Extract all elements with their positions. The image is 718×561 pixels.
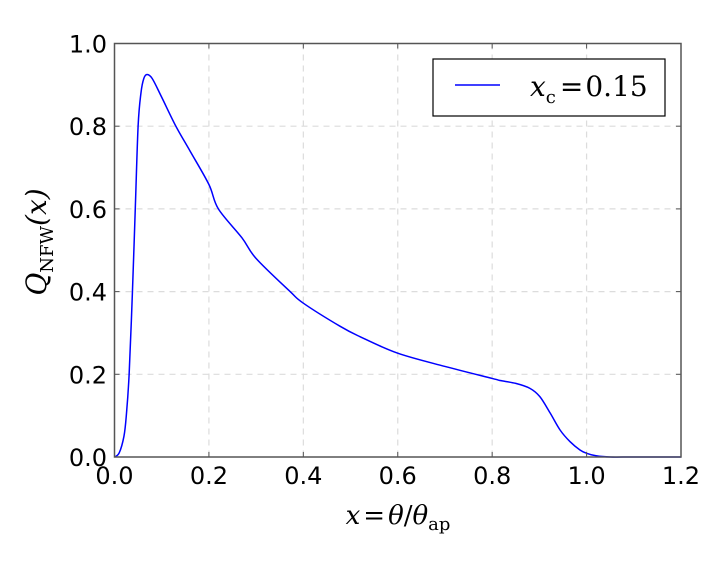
axis-ticks xyxy=(114,43,682,458)
y-tick-label: 0.0 xyxy=(69,444,107,472)
xlabel-theta: θ xyxy=(388,501,404,531)
xlabel-theta2: θ xyxy=(412,501,428,531)
ylabel-arg: (x) xyxy=(20,188,53,226)
xlabel-sub: ap xyxy=(428,514,450,535)
legend-sub: c xyxy=(546,87,556,108)
ylabel-sub: NFW xyxy=(37,225,58,272)
x-tick-label: 1.2 xyxy=(662,462,700,490)
y-tick-label: 0.4 xyxy=(69,279,107,307)
xlabel-slash: / xyxy=(404,501,413,531)
data-series xyxy=(114,73,681,458)
xlabel-var: x xyxy=(346,501,361,531)
y-tick-label: 1.0 xyxy=(69,31,107,59)
x-tick-label: 0.4 xyxy=(284,462,322,490)
legend-eq: = xyxy=(560,70,583,103)
x-tick-labels: 0.0 0.2 0.4 0.6 0.8 1.0 1.2 xyxy=(95,462,700,490)
legend: xc =0.15 xyxy=(432,58,666,117)
y-axis-label: QNFW(x) xyxy=(20,188,58,295)
x-tick-label: 0.0 xyxy=(95,462,133,490)
series-line xyxy=(114,73,681,458)
xlabel-eq: = xyxy=(363,501,385,531)
legend-box xyxy=(432,58,666,117)
ylabel-var: Q xyxy=(20,273,53,296)
x-tick-label: 1.0 xyxy=(567,462,605,490)
legend-value: 0.15 xyxy=(585,70,647,103)
y-tick-labels: 0.0 0.2 0.4 0.6 0.8 1.0 xyxy=(69,31,107,473)
x-axis-label: x = θ/θap xyxy=(346,501,451,535)
y-tick-label: 0.8 xyxy=(69,113,107,141)
x-tick-label: 0.6 xyxy=(379,462,417,490)
y-tick-label: 0.2 xyxy=(69,361,107,389)
legend-var: x xyxy=(530,70,546,103)
x-tick-label: 0.2 xyxy=(190,462,228,490)
y-tick-label: 0.6 xyxy=(69,196,107,224)
x-tick-label: 0.8 xyxy=(473,462,511,490)
legend-label: xc =0.15 xyxy=(530,70,648,108)
